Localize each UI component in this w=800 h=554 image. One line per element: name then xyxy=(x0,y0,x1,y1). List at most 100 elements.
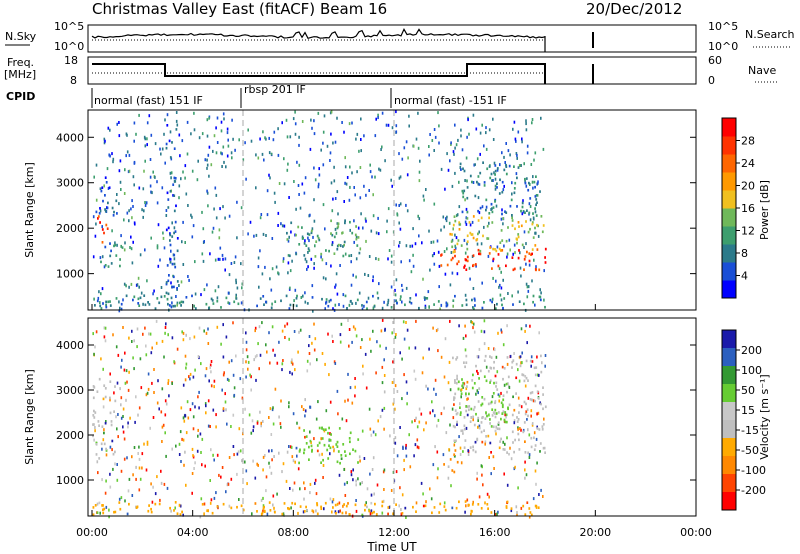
echo-speckle xyxy=(506,483,509,487)
echo-cell xyxy=(454,392,457,396)
echo-speckle xyxy=(181,139,184,143)
echo-speckle xyxy=(187,416,190,420)
y-tick-label: 4000 xyxy=(56,339,84,352)
echo-speckle xyxy=(360,138,362,141)
echo-cell xyxy=(95,210,98,214)
echo-speckle xyxy=(377,113,379,117)
echo-speckle xyxy=(215,425,217,429)
echo-speckle xyxy=(528,515,531,519)
echo-speckle xyxy=(412,144,415,148)
echo-cell xyxy=(461,378,463,381)
echo-cell xyxy=(501,412,504,415)
echo-speckle xyxy=(454,246,457,250)
echo-speckle xyxy=(263,158,265,162)
echo-cell xyxy=(341,511,344,515)
echo-speckle xyxy=(422,277,424,281)
echo-speckle xyxy=(227,138,229,142)
echo-speckle xyxy=(419,159,421,163)
echo-cell xyxy=(106,206,109,210)
echo-speckle xyxy=(347,319,349,322)
echo-speckle xyxy=(232,137,234,141)
echo-speckle xyxy=(343,200,345,203)
echo-speckle xyxy=(530,163,533,166)
echo-speckle xyxy=(344,181,346,185)
echo-speckle xyxy=(417,146,420,150)
cpid-segment-2: rbsp 201 IF xyxy=(244,83,306,96)
echo-speckle xyxy=(414,443,417,447)
echo-cell xyxy=(508,452,510,456)
freq-series xyxy=(92,63,546,84)
echo-speckle xyxy=(274,387,277,391)
echo-speckle xyxy=(277,127,279,131)
echo-speckle xyxy=(452,150,455,154)
echo-cell xyxy=(472,263,475,267)
echo-cell xyxy=(477,416,480,420)
echo-speckle xyxy=(101,447,103,451)
echo-speckle xyxy=(221,253,224,257)
echo-speckle xyxy=(266,350,268,354)
echo-cell xyxy=(472,445,474,449)
echo-speckle xyxy=(471,220,474,224)
echo-cell xyxy=(458,221,461,224)
echo-speckle xyxy=(94,426,96,429)
echo-cell xyxy=(424,306,427,309)
echo-cell xyxy=(536,427,539,430)
echo-speckle xyxy=(257,463,259,467)
echo-speckle xyxy=(467,449,469,453)
echo-speckle xyxy=(262,509,264,513)
echo-cell xyxy=(95,443,98,446)
echo-cell xyxy=(468,392,470,396)
echo-speckle xyxy=(449,319,451,323)
echo-speckle xyxy=(298,135,300,139)
echo-speckle xyxy=(369,337,371,341)
echo-speckle xyxy=(191,447,194,451)
echo-speckle xyxy=(435,392,437,396)
echo-cell xyxy=(492,425,495,429)
echo-cell xyxy=(516,241,518,245)
echo-speckle xyxy=(495,279,497,283)
echo-speckle xyxy=(453,152,455,156)
echo-speckle xyxy=(454,233,456,237)
echo-speckle xyxy=(312,235,314,239)
echo-cell xyxy=(352,448,354,451)
echo-speckle xyxy=(108,153,110,157)
echo-speckle xyxy=(366,487,369,491)
echo-cell xyxy=(348,254,351,258)
echo-speckle xyxy=(240,262,242,266)
freq-tick-top: 18 xyxy=(64,54,78,67)
echo-speckle xyxy=(306,359,309,363)
echo-cell xyxy=(105,449,108,452)
echo-cell xyxy=(542,446,545,450)
echo-speckle xyxy=(291,360,293,364)
echo-speckle xyxy=(383,358,385,362)
echo-speckle xyxy=(329,432,331,436)
echo-speckle xyxy=(508,238,511,242)
echo-speckle xyxy=(376,483,379,487)
echo-speckle xyxy=(295,207,297,211)
echo-cell xyxy=(443,463,445,466)
echo-cell xyxy=(499,178,501,182)
echo-speckle xyxy=(225,408,227,412)
echo-speckle xyxy=(149,184,152,188)
echo-speckle xyxy=(123,248,126,252)
echo-speckle xyxy=(156,180,158,184)
echo-speckle xyxy=(515,139,517,143)
echo-speckle xyxy=(524,179,526,183)
echo-speckle xyxy=(303,481,305,485)
echo-cell xyxy=(147,301,149,304)
echo-speckle xyxy=(132,240,134,244)
echo-cell xyxy=(325,298,328,301)
echo-cell xyxy=(514,181,517,185)
echo-speckle xyxy=(119,387,121,391)
echo-speckle xyxy=(118,309,121,313)
echo-speckle xyxy=(418,217,421,221)
echo-cell xyxy=(534,226,536,230)
echo-speckle xyxy=(93,438,95,442)
echo-speckle xyxy=(130,282,133,286)
echo-speckle xyxy=(500,286,503,290)
echo-cell xyxy=(534,268,537,271)
echo-cell xyxy=(404,303,406,307)
echo-speckle xyxy=(375,371,377,375)
echo-speckle xyxy=(156,244,159,248)
echo-speckle xyxy=(490,472,492,476)
